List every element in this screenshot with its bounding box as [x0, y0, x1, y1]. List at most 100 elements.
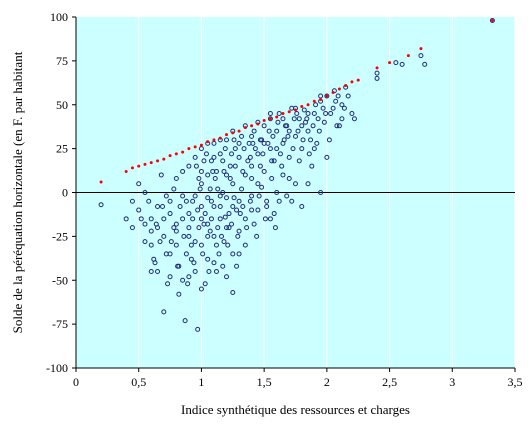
x-tick-label-7: 3,5: [508, 375, 523, 389]
data-point-3: [136, 207, 142, 213]
data-point-218: [138, 216, 144, 222]
data-point-87: [301, 107, 307, 113]
data-point-36: [202, 281, 208, 287]
data-point-116: [148, 216, 154, 222]
red-point-21: [250, 124, 254, 128]
data-point-67: [255, 181, 261, 187]
data-point-185: [334, 123, 340, 129]
data-point-4: [136, 181, 142, 187]
data-point-251: [198, 168, 204, 174]
data-point-120: [192, 193, 198, 199]
data-point-237: [220, 158, 226, 164]
data-point-204: [260, 151, 266, 157]
data-point-280: [217, 193, 223, 199]
data-point-60: [242, 172, 248, 178]
red-point-19: [237, 129, 241, 133]
data-point-227: [206, 268, 212, 274]
data-point-143: [232, 163, 238, 169]
data-point-231: [244, 225, 250, 231]
data-point-248: [323, 111, 329, 117]
red-point-16: [218, 136, 222, 140]
data-point-165: [186, 274, 192, 280]
y-tick-label-2: -50: [52, 273, 68, 287]
data-point-25: [186, 233, 192, 239]
data-point-272: [211, 233, 217, 239]
x-tick-label-6: 3: [449, 375, 455, 389]
data-point-119: [183, 251, 189, 257]
data-point-191: [208, 216, 214, 222]
data-point-283: [167, 251, 173, 257]
red-point-20: [243, 126, 247, 130]
data-point-228: [216, 251, 222, 257]
data-point-159: [339, 116, 345, 122]
data-point-217: [129, 198, 135, 204]
data-point-164: [176, 291, 182, 297]
red-point-17: [225, 133, 229, 137]
data-point-275: [249, 207, 255, 213]
data-point-279: [205, 221, 211, 227]
data-point-172: [215, 225, 221, 231]
data-point-236: [210, 168, 216, 174]
data-point-89: [309, 163, 315, 169]
data-point-141: [220, 190, 226, 195]
red-point-18: [231, 131, 235, 135]
data-point-72: [267, 146, 273, 152]
data-point-93: [321, 119, 327, 125]
data-point-226: [200, 251, 206, 257]
data-point-122: [208, 198, 214, 204]
data-point-69: [261, 123, 267, 129]
data-point-37: [205, 256, 211, 262]
data-point-156: [315, 116, 321, 122]
data-point-7: [148, 228, 154, 234]
y-tick-label-1: -75: [52, 317, 68, 331]
red-point-22: [256, 122, 260, 126]
data-point-186: [339, 102, 345, 108]
data-point-105: [422, 61, 428, 67]
data-point-126: [242, 242, 248, 248]
data-point-19: [173, 242, 179, 248]
data-point-123: [217, 204, 223, 210]
y-tick-label-5: 25: [56, 142, 68, 156]
data-point-174: [231, 195, 237, 201]
data-point-187: [173, 221, 179, 227]
x-tick-label-3: 1,5: [257, 375, 272, 389]
data-point-209: [310, 123, 316, 129]
data-point-111: [188, 242, 194, 248]
data-point-8: [148, 242, 154, 248]
data-point-95: [324, 154, 330, 160]
data-point-183: [316, 128, 322, 134]
data-point-18: [171, 225, 177, 231]
data-point-188: [181, 233, 187, 239]
data-point-15: [163, 193, 169, 199]
data-point-245: [294, 111, 300, 117]
data-point-51: [226, 225, 232, 231]
data-point-59: [239, 133, 245, 139]
data-point-238: [229, 151, 235, 157]
data-point-181: [296, 158, 302, 164]
data-point-42: [211, 140, 217, 146]
data-point-54: [230, 251, 236, 257]
data-point-112: [205, 233, 211, 239]
data-point-173: [222, 214, 228, 220]
data-point-28: [190, 198, 196, 204]
y-tick-label-4: 0: [62, 186, 68, 200]
data-point-255: [249, 133, 255, 139]
data-point-90: [311, 111, 317, 117]
data-point-61: [242, 216, 248, 222]
red-point-8: [168, 154, 172, 158]
x-tick-label-1: 0,5: [131, 375, 146, 389]
data-point-239: [240, 168, 246, 174]
x-tick-label-0: 0: [73, 375, 79, 389]
red-point-35: [337, 87, 341, 91]
data-point-142: [227, 175, 233, 181]
data-point-110: [167, 198, 173, 204]
data-point-136: [186, 211, 192, 217]
data-point-192: [218, 233, 224, 239]
data-point-20: [173, 175, 179, 181]
data-point-260: [311, 146, 317, 152]
data-point-195: [247, 198, 253, 204]
data-point-202: [241, 146, 247, 152]
data-point-284: [173, 228, 179, 234]
data-point-213: [267, 216, 273, 222]
